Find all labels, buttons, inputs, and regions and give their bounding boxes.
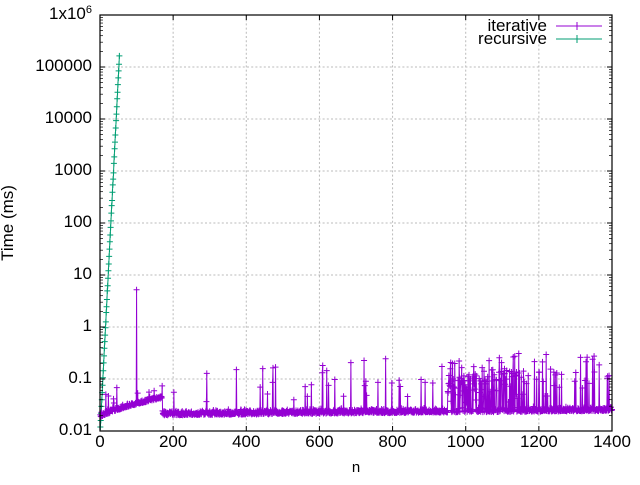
- svg-text:100000: 100000: [35, 56, 92, 75]
- svg-text:0.1: 0.1: [68, 368, 92, 387]
- svg-text:200: 200: [159, 432, 187, 451]
- svg-text:n: n: [352, 459, 360, 476]
- svg-text:1000: 1000: [54, 160, 92, 179]
- svg-text:1x106: 1x106: [49, 4, 92, 23]
- svg-text:0: 0: [95, 432, 104, 451]
- svg-text:800: 800: [378, 432, 406, 451]
- svg-text:100: 100: [64, 212, 92, 231]
- svg-text:recursive: recursive: [478, 29, 547, 48]
- svg-text:1200: 1200: [520, 432, 558, 451]
- svg-text:10: 10: [73, 264, 92, 283]
- svg-text:1000: 1000: [447, 432, 485, 451]
- svg-text:1400: 1400: [593, 432, 631, 451]
- svg-text:400: 400: [232, 432, 260, 451]
- svg-text:600: 600: [305, 432, 333, 451]
- svg-text:1: 1: [83, 316, 92, 335]
- svg-text:0.01: 0.01: [59, 420, 92, 439]
- svg-text:10000: 10000: [45, 108, 92, 127]
- svg-text:Time (ms): Time (ms): [0, 185, 17, 261]
